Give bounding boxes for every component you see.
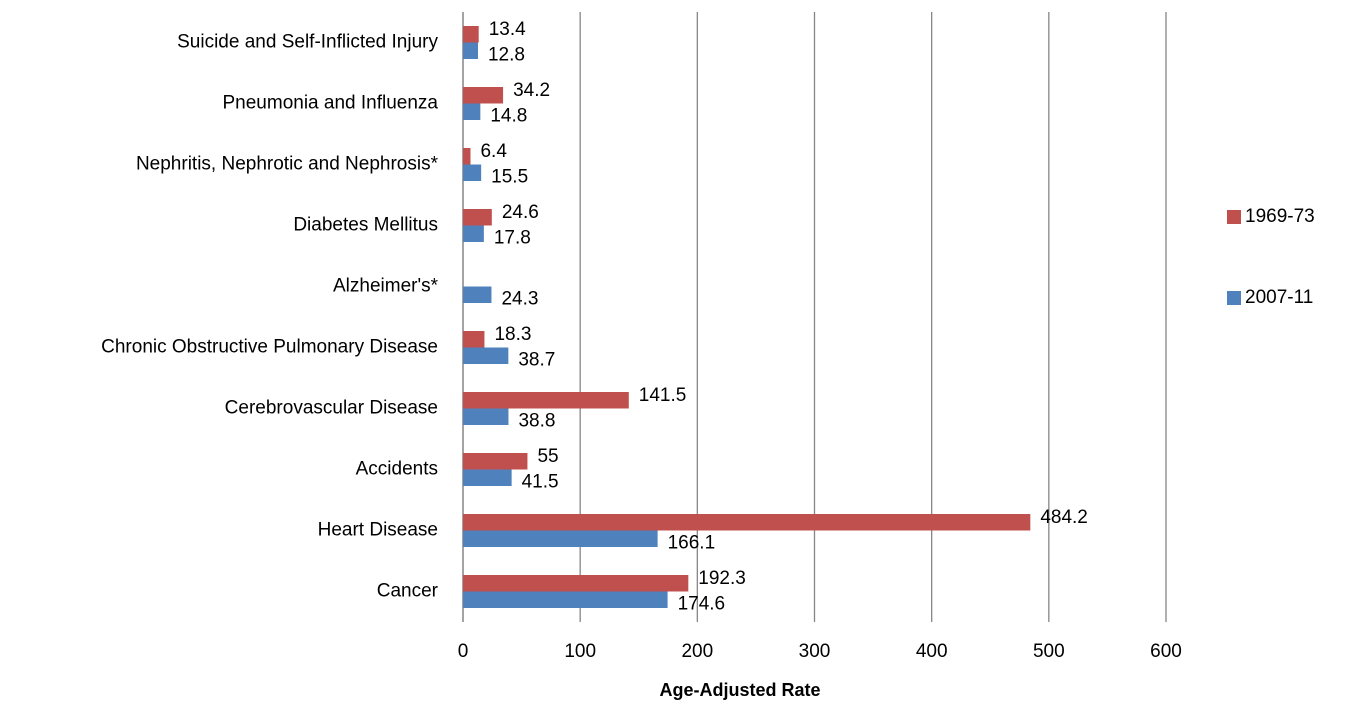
data-label: 174.6 [678,594,726,615]
y-tick-label: Alzheimer's* [333,276,439,297]
data-label: 55 [537,446,558,467]
bar [463,164,482,181]
data-label: 15.5 [491,167,528,188]
data-label: 484.2 [1040,507,1088,528]
bar [463,453,528,470]
bar [463,26,479,43]
bar [463,530,658,547]
data-label: 14.8 [490,106,527,127]
bar [463,331,485,348]
data-label: 12.8 [488,45,525,66]
bar [463,42,478,59]
data-label: 38.8 [518,411,555,432]
data-label: 24.6 [502,202,539,223]
data-label: 6.4 [480,141,507,162]
data-label: 166.1 [668,533,716,554]
x-tick-label: 300 [799,641,831,662]
bar [463,514,1031,531]
y-tick-label: Cancer [377,581,439,602]
y-tick-label: Heart Disease [318,520,438,541]
legend-label: 2007-11 [1245,287,1313,308]
y-tick-label: Nephritis, Nephrotic and Nephrosis* [136,154,439,175]
x-tick-label: 200 [681,641,713,662]
x-tick-label: 500 [1033,641,1065,662]
bar [463,591,668,608]
bar [463,575,689,592]
data-label: 13.4 [489,19,526,40]
x-tick-label: 0 [458,641,469,662]
data-label: 24.3 [501,289,538,310]
x-tick-label: 100 [564,641,596,662]
x-axis-title: Age-Adjusted Rate [659,680,820,700]
bar [463,103,481,120]
data-label: 192.3 [698,568,746,589]
y-tick-label: Accidents [356,459,438,480]
legend-label: 1969-73 [1245,206,1315,227]
legend-swatch [1227,291,1241,305]
bar [463,408,509,425]
data-label: 38.7 [518,350,555,371]
data-label: 34.2 [513,80,550,101]
bar [463,392,629,409]
bar [463,148,471,165]
bar [463,209,492,226]
bar [463,87,504,104]
data-label: 18.3 [494,324,531,345]
y-tick-label: Pneumonia and Influenza [223,93,439,114]
bar [463,469,512,486]
bar [463,286,492,303]
legend-swatch [1227,210,1241,224]
y-tick-label: Cerebrovascular Disease [225,398,438,419]
bar [463,347,509,364]
x-tick-label: 600 [1150,641,1182,662]
data-label: 17.8 [494,228,531,249]
data-label: 141.5 [639,385,687,406]
data-label: 41.5 [522,472,559,493]
y-tick-label: Suicide and Self-Inflicted Injury [177,32,438,53]
y-tick-label: Chronic Obstructive Pulmonary Disease [101,337,438,358]
y-tick-label: Diabetes Mellitus [293,215,438,236]
x-tick-label: 400 [916,641,948,662]
bar [463,225,484,242]
